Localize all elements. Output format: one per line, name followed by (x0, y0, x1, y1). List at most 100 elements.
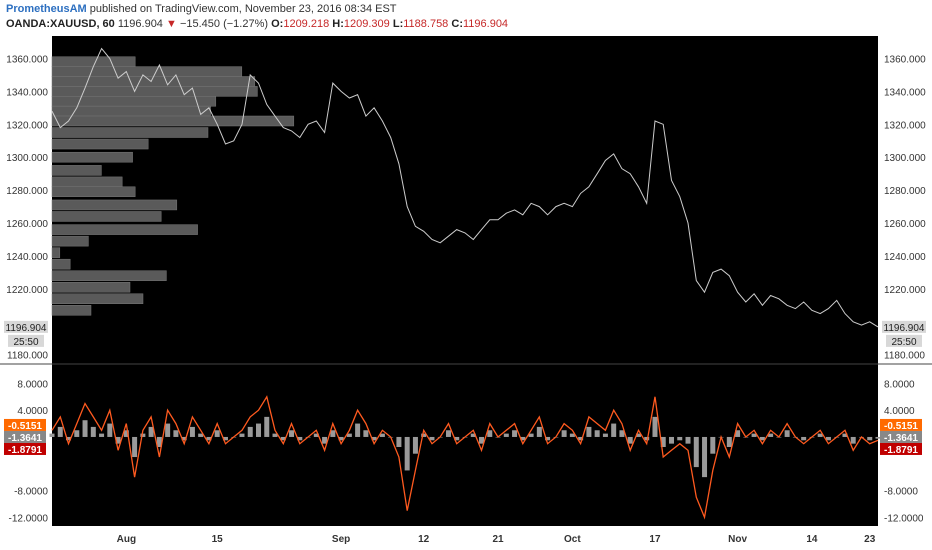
price-tick-label-left: 1260.000 (6, 219, 48, 230)
osc-hist-bar (470, 433, 476, 437)
volume-profile-bar (51, 235, 89, 247)
osc-hist-bar (363, 430, 369, 437)
osc-hist-bar (256, 423, 261, 437)
osc-hist-bar (611, 423, 617, 437)
volume-profile-bar (51, 186, 136, 198)
osc-hist-bar (297, 436, 303, 441)
volume-profile-bar (51, 151, 133, 163)
osc-hist-bar (239, 433, 245, 437)
value-badges: -0.5151 -0.5151-1.3641 -1.3641-1.8791 -1.87… (4, 418, 922, 456)
osc-hist-bar (487, 430, 493, 437)
volume-profile-bar (51, 115, 295, 127)
osc-hist-bar (371, 436, 377, 441)
osc-tick-label-left: 4.0000 (17, 406, 48, 417)
osc-tick-label-right: 8.0000 (884, 379, 915, 390)
osc-hist-bar (677, 436, 683, 441)
osc-hist-bar (247, 426, 253, 437)
time-tick-label: 15 (212, 534, 224, 545)
osc-hist-bar (313, 433, 319, 437)
down-arrow-icon: ▼ (166, 18, 177, 30)
osc-hist-bar (735, 430, 741, 437)
osc-hist-bar (817, 433, 823, 437)
osc-hist-bar (751, 433, 757, 437)
osc-hist-bar (156, 436, 162, 447)
osc-hist-bar (264, 416, 270, 437)
price-tick-label-left: 1340.000 (6, 87, 48, 98)
osc-hist-bar (322, 436, 328, 444)
value-badge (4, 442, 46, 455)
open-value: 1209.218 (283, 18, 330, 30)
symbol-line: OANDA:XAUUSD, 60 1196.904 ▼ −15.450 (−1.… (6, 18, 508, 30)
volume-profile-bar (51, 270, 167, 281)
osc-hist-bar (512, 430, 518, 437)
low-label: L: (392, 18, 404, 30)
time-tick-label: Aug (117, 534, 136, 545)
price-tick-label-left: 1220.000 (6, 285, 48, 296)
osc-tick-label-left: -8.0000 (14, 487, 48, 498)
osc-hist-bar (74, 430, 80, 437)
osc-hist-bar (49, 433, 55, 437)
price-tick-label-left: 1320.000 (6, 120, 48, 131)
author-link[interactable]: PrometheusAM (6, 3, 87, 15)
oscillator-line (51, 395, 879, 520)
osc-hist-bar (693, 436, 699, 468)
time-tick-label: Nov (728, 534, 747, 545)
volume-profile-bar (51, 105, 211, 117)
value-badge (4, 418, 46, 431)
price-tick-label-left: 1180.000 (7, 351, 48, 362)
osc-hist-bar (379, 433, 385, 437)
countdown-label: 25:50 (891, 337, 916, 348)
volume-profile-bar (51, 258, 71, 270)
osc-hist-bar (148, 426, 154, 437)
chart-canvas[interactable]: 1360.000 1360.000 1340.000 1340.000 1320.000… (0, 36, 932, 550)
time-tick-label: Oct (564, 534, 581, 545)
osc-hist-bar (875, 436, 881, 439)
symbol-label[interactable]: OANDA:XAUUSD, 60 (6, 18, 115, 30)
low-value: 1188.758 (403, 18, 449, 30)
volume-profile-bar (51, 224, 198, 235)
volume-profile-bar (51, 305, 92, 316)
value-badge (880, 442, 922, 455)
osc-hist-bar (222, 436, 228, 441)
volume-profile-bar (51, 176, 123, 188)
price-tick-label-right: 1360.000 (884, 54, 926, 65)
time-tick-label: 23 (864, 534, 876, 545)
last-price-label: 1196.904 (6, 323, 47, 334)
osc-hist-bar (123, 430, 129, 437)
price-tick-label-right: 1220.000 (884, 285, 926, 296)
high-label: H: (332, 18, 344, 30)
osc-hist-bar (396, 436, 402, 447)
osc-hist-bar (710, 436, 716, 454)
oscillator-axis: 8.0000 8.0000 4.0000 4.0000 -8.0000 -8.0000 -1… (9, 379, 924, 524)
volume-profile-bar (51, 199, 178, 211)
osc-hist-bar (669, 436, 674, 444)
osc-hist-bar (346, 433, 352, 437)
osc-hist-bar (330, 430, 336, 437)
osc-hist-bar (90, 426, 96, 437)
osc-hist-bar (528, 433, 534, 437)
osc-hist-bar (57, 426, 63, 437)
osc-hist-bar (602, 433, 608, 437)
osc-hist-bar (627, 436, 633, 444)
chart-header: PrometheusAM published on TradingView.co… (0, 0, 932, 36)
osc-tick-label-left: -12.0000 (9, 513, 49, 524)
price-tick-label-right: 1180.000 (884, 351, 925, 362)
osc-hist-bar (115, 436, 121, 444)
osc-hist-bar (289, 430, 295, 437)
osc-hist-bar (338, 436, 344, 441)
osc-line (51, 395, 879, 520)
osc-hist-bar (545, 436, 551, 441)
last-price-tag (4, 320, 48, 333)
value-badge (4, 430, 46, 443)
countdown-tag (8, 334, 44, 347)
published-text: published on TradingView.com, November 2… (89, 3, 397, 15)
osc-hist-bar (214, 430, 220, 437)
volume-profile-bar (51, 127, 209, 138)
osc-hist-bar (702, 436, 708, 478)
value-badge (880, 418, 922, 431)
osc-tick-label-right: -12.0000 (884, 513, 924, 524)
price-tick-label-right: 1300.000 (884, 153, 926, 164)
volume-profile-bar (51, 96, 217, 107)
time-tick-label: Sep (332, 534, 350, 545)
osc-hist-bar (503, 433, 509, 437)
